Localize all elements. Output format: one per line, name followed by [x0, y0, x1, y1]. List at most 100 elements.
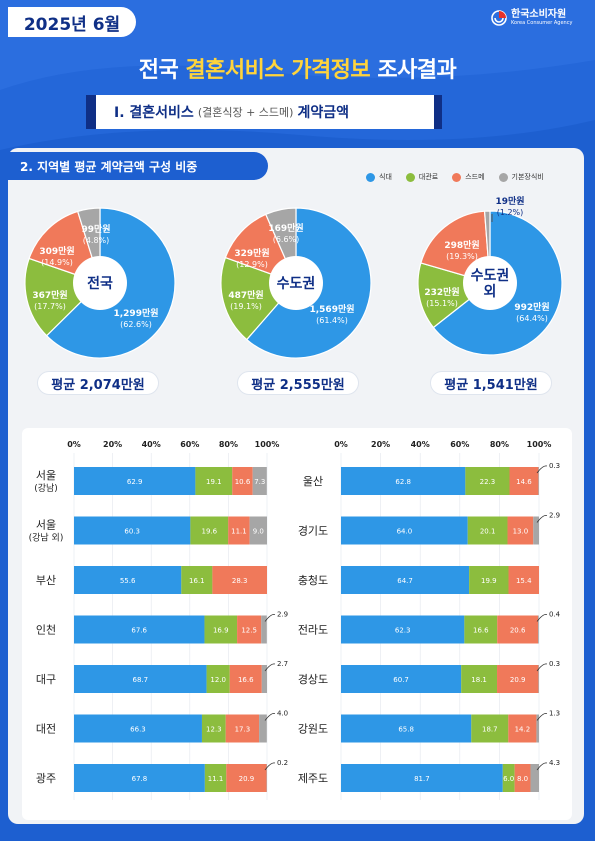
bar-segment-decor [252, 467, 267, 495]
legend-label-decor: 기본장식비 [511, 173, 544, 181]
pie-percent-food: (61.4%) [316, 316, 348, 325]
row-label: 인천 [36, 623, 56, 637]
bar-value-label: 2.9 [277, 611, 288, 619]
pie-amount-sdm: 298만원 [444, 239, 479, 251]
bar-value-label: 0.3 [549, 660, 560, 668]
bar-segment-food [74, 714, 202, 743]
section1-sub: (결혼식장 + 스드메) [197, 106, 294, 119]
row-label: 광주 [36, 772, 56, 785]
bar-value-label: 18.1 [471, 676, 487, 684]
bar-value-label: 0.4 [549, 611, 561, 619]
pie-center [73, 256, 127, 310]
org-logo-icon [491, 10, 507, 26]
bar-segment-venue [204, 764, 227, 792]
x-tick-label: 40% [411, 440, 430, 449]
x-tick-label: 100% [255, 440, 280, 449]
bar-segment-venue [465, 467, 510, 495]
bar-segment-venue [469, 566, 509, 594]
section1-label: Ⅰ. 결혼서비스 [114, 105, 194, 121]
row-label: (강남 외) [29, 532, 64, 544]
section1-tail: 계약금액 [297, 105, 349, 121]
bar-value-label: 4.0 [277, 710, 288, 718]
bar-segment-food [341, 714, 472, 743]
pie-amount-decor: 169만원 [268, 222, 303, 234]
callout-arrow-icon [536, 515, 548, 523]
title-part2: 조사결과 [370, 58, 457, 83]
legend-label-venue: 대관료 [418, 173, 439, 181]
bar-value-label: 12.0 [210, 676, 226, 684]
bar-segment-sdm [212, 566, 267, 594]
x-tick-label: 20% [371, 440, 390, 449]
row-label: (강남) [34, 483, 58, 494]
bar-value-label: 20.6 [510, 627, 526, 635]
bar-value-label: 55.6 [120, 577, 136, 585]
bar-value-label: 19.1 [206, 478, 222, 486]
row-label: 경기도 [298, 525, 328, 538]
bar-value-label: 2.9 [549, 512, 560, 520]
bar-value-label: 2.7 [277, 660, 288, 668]
bar-segment-sdm [228, 516, 250, 545]
org-name-en: Korea Consumer Agency [511, 20, 573, 26]
section1-banner: Ⅰ. 결혼서비스 (결혼식장 + 스드메) 계약금액 [86, 95, 442, 129]
bar-value-label: 12.5 [241, 627, 257, 635]
pie-amount-sdm: 329만원 [234, 247, 269, 259]
pie-amount-food: 992만원 [514, 301, 549, 313]
row-label: 강원도 [298, 723, 328, 736]
callout-arrow-icon [536, 614, 548, 622]
bar-segment-venue [467, 516, 508, 545]
bar-segment-food [74, 665, 207, 693]
bar-value-label: 1.3 [549, 710, 560, 718]
section2-heading: 2. 지역별 평균 계약금액 구성 비중 [8, 152, 268, 180]
bar-segment-sdm [237, 615, 262, 644]
bar-value-label: 64.0 [397, 528, 413, 536]
bar-value-label: 67.6 [131, 627, 147, 635]
bar-segment-food [74, 467, 196, 495]
bar-segment-decor [249, 516, 267, 545]
bar-value-label: 28.3 [232, 577, 248, 585]
pie-amount-decor: 99만원 [81, 223, 110, 235]
bar-segment-food [74, 566, 182, 594]
pie-center [269, 256, 323, 310]
bar-segment-venue [181, 566, 213, 594]
pie-percent-sdm: (19.3%) [446, 252, 478, 261]
bar-segment-food [341, 615, 465, 644]
bar-segment-sdm [507, 516, 534, 545]
legend-item-venue: 대관료 [405, 172, 439, 182]
page-title: 전국 결혼서비스 가격정보 조사결과 [0, 52, 595, 84]
row-label: 충청도 [298, 574, 328, 587]
pie-center-label: 수도권 [277, 276, 316, 292]
bar-value-label: 20.1 [480, 528, 496, 536]
row-label: 대전 [36, 723, 56, 736]
bar-segment-venue [195, 467, 233, 495]
callout-arrow-icon [536, 663, 548, 672]
bar-segment-sdm [497, 615, 539, 644]
bar-value-label: 18.7 [482, 726, 498, 734]
bar-value-label: 19.9 [481, 577, 497, 585]
bar-segment-venue [204, 615, 238, 644]
bar-segment-food [341, 764, 503, 792]
row-label: 울산 [303, 475, 323, 488]
legend-swatch-venue [405, 172, 415, 182]
row-label: 부산 [36, 574, 56, 587]
bar-value-label: 14.6 [516, 478, 532, 486]
bar-value-label: 15.4 [516, 577, 532, 585]
bar-value-label: 4.3 [549, 759, 560, 767]
bar-value-label: 68.7 [132, 676, 148, 684]
bar-value-label: 16.6 [238, 676, 254, 684]
bar-value-label: 66.3 [130, 726, 146, 734]
x-tick-label: 80% [490, 440, 509, 449]
pie-percent-venue: (15.1%) [426, 299, 458, 308]
row-label: 대구 [36, 673, 56, 686]
bar-segment-food [74, 764, 205, 792]
pie-percent-venue: (19.1%) [230, 302, 262, 311]
x-tick-label: 20% [103, 440, 122, 449]
pie-percent-sdm: (14.9%) [41, 258, 73, 267]
bar-value-label: 81.7 [414, 775, 430, 783]
bar-value-label: 13.0 [513, 528, 529, 536]
row-label: 서울 [36, 519, 56, 532]
org-logo: 한국소비자원 Korea Consumer Agency [491, 10, 572, 26]
bar-segment-venue [461, 665, 498, 693]
x-tick-label: 80% [219, 440, 238, 449]
x-tick-label: 40% [142, 440, 161, 449]
